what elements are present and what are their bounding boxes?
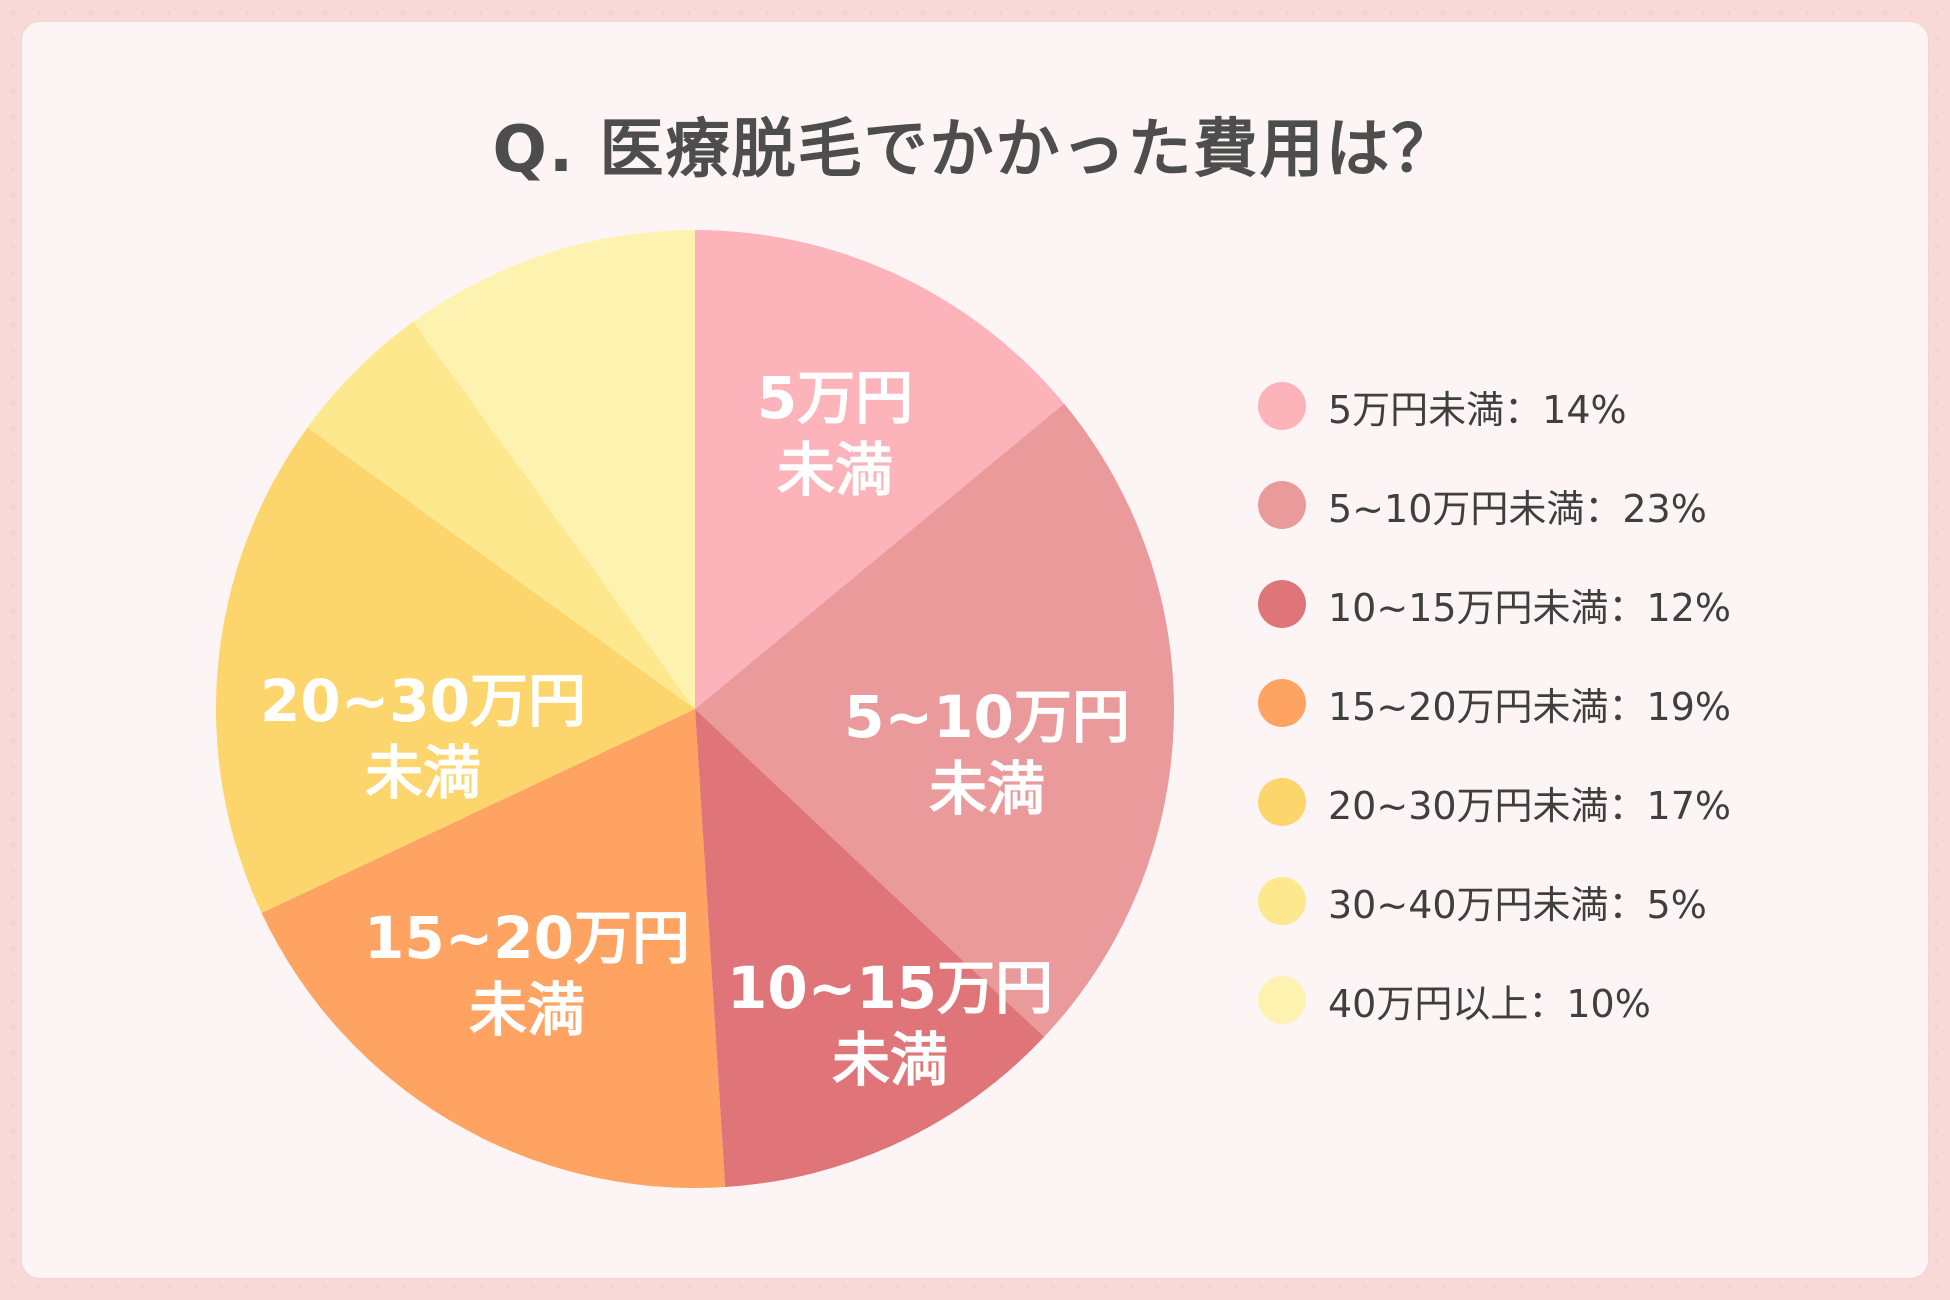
pie-slice-4: [261, 709, 726, 1188]
slice-label-5: 20~30万円未満: [260, 667, 586, 807]
legend-label: 5~10万円未満：23%: [1328, 486, 1707, 531]
legend-label: 20~30万円未満：17%: [1328, 783, 1732, 828]
legend-label: 5万円未満：14%: [1328, 387, 1627, 432]
legend-swatch-icon: [1258, 580, 1306, 628]
legend-swatch-icon: [1258, 877, 1306, 925]
legend-label: 40万円以上：10%: [1328, 981, 1651, 1026]
chart-title: Q. 医療脱毛でかかった費用は？: [492, 113, 1458, 187]
slice-label-1: 5万円未満: [757, 364, 913, 504]
legend-swatch-icon: [1258, 976, 1306, 1024]
legend-item: 15~20万円未満：19%: [1258, 679, 1731, 729]
legend-item: 5万円未満：14%: [1258, 382, 1731, 432]
pie-slice-3: [695, 709, 1045, 1188]
legend-swatch-icon: [1258, 481, 1306, 529]
legend-swatch-icon: [1258, 382, 1306, 430]
legend-label: 30~40万円未満：5%: [1328, 882, 1707, 927]
pie-slice-2: [695, 403, 1174, 1037]
legend-item: 30~40万円未満：5%: [1258, 877, 1731, 927]
legend-item: 5~10万円未満：23%: [1258, 481, 1731, 531]
legend-item: 40万円以上：10%: [1258, 976, 1731, 1026]
legend-label: 10~15万円未満：12%: [1328, 585, 1732, 630]
slice-label-2: 5~10万円未満: [844, 683, 1130, 823]
legend: 5万円未満：14% 5~10万円未満：23% 10~15万円未満：12% 15~20万…: [1258, 382, 1731, 1075]
legend-swatch-icon: [1258, 778, 1306, 826]
slice-label-4: 15~20万円未満: [364, 904, 690, 1044]
legend-swatch-icon: [1258, 679, 1306, 727]
slice-label-3: 10~15万円未満: [727, 954, 1053, 1094]
legend-item: 10~15万円未満：12%: [1258, 580, 1731, 630]
legend-label: 15~20万円未満：19%: [1328, 684, 1732, 729]
pie-slice-5: [216, 427, 695, 913]
legend-item: 20~30万円未満：17%: [1258, 778, 1731, 828]
pie-slice-7: [413, 230, 695, 709]
pie-slice-1: [695, 230, 1065, 709]
pie-slice-6: [307, 321, 695, 709]
